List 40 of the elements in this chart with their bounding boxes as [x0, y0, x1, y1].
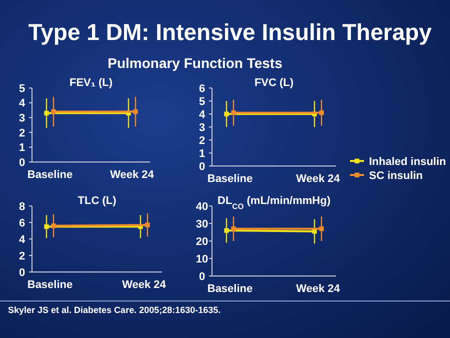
- y-tick-label: 4: [18, 234, 26, 246]
- x-tick-label: Week 24: [110, 169, 155, 181]
- y-tick-label: 30: [196, 218, 208, 230]
- text: Type 1 DM: Intensive Insulin Therapy: [28, 19, 432, 45]
- y-tick-label: 20: [196, 236, 208, 248]
- legend-label: SC insulin: [369, 170, 424, 182]
- y-tick-label: 4: [18, 98, 26, 110]
- x-tick-label: Baseline: [27, 169, 73, 181]
- text: Skyler JS et al. Diabetes Care. 2005;28:1630-1635.: [8, 305, 221, 315]
- y-tick-label: 6: [198, 82, 206, 95]
- x-tick-label: Week 24: [122, 279, 167, 291]
- y-tick-label: 3: [18, 112, 26, 124]
- y-tick-label: 2: [18, 250, 26, 262]
- y-tick-label: 10: [196, 253, 208, 266]
- x-tick-label: Week 24: [296, 283, 341, 295]
- y-tick-label: 40: [196, 200, 208, 213]
- y-tick-label: 0: [18, 266, 26, 279]
- x-tick-label: Week 24: [296, 173, 341, 185]
- y-tick-label: 8: [18, 200, 26, 213]
- y-tick-label: 0: [18, 156, 26, 169]
- y-tick-label: 6: [18, 217, 26, 230]
- legend-label: Inhaled insulin: [369, 156, 446, 168]
- x-tick-label: Baseline: [207, 283, 253, 295]
- y-tick-label: 0: [198, 160, 206, 173]
- text: Pulmonary Function Tests: [108, 55, 283, 71]
- y-tick-label: 5: [18, 82, 26, 95]
- y-tick-label: 5: [198, 96, 206, 108]
- y-axis-title: TLC (L): [78, 195, 117, 207]
- y-tick-label: 3: [198, 122, 206, 134]
- y-tick-label: 2: [198, 134, 206, 147]
- y-tick-label: 4: [198, 108, 206, 121]
- y-tick-label: 1: [18, 142, 26, 154]
- y-axis-title: FVC (L): [254, 77, 294, 89]
- y-tick-label: 1: [198, 148, 206, 160]
- y-axis-title: DL$_{CO}$ (mL/min/mmHg): [218, 195, 331, 210]
- y-tick-label: 0: [198, 270, 206, 283]
- x-tick-label: Baseline: [207, 173, 253, 185]
- x-tick-label: Baseline: [27, 279, 73, 291]
- y-axis-title: FEV₁ (L): [69, 77, 113, 89]
- y-tick-label: 2: [18, 127, 26, 140]
